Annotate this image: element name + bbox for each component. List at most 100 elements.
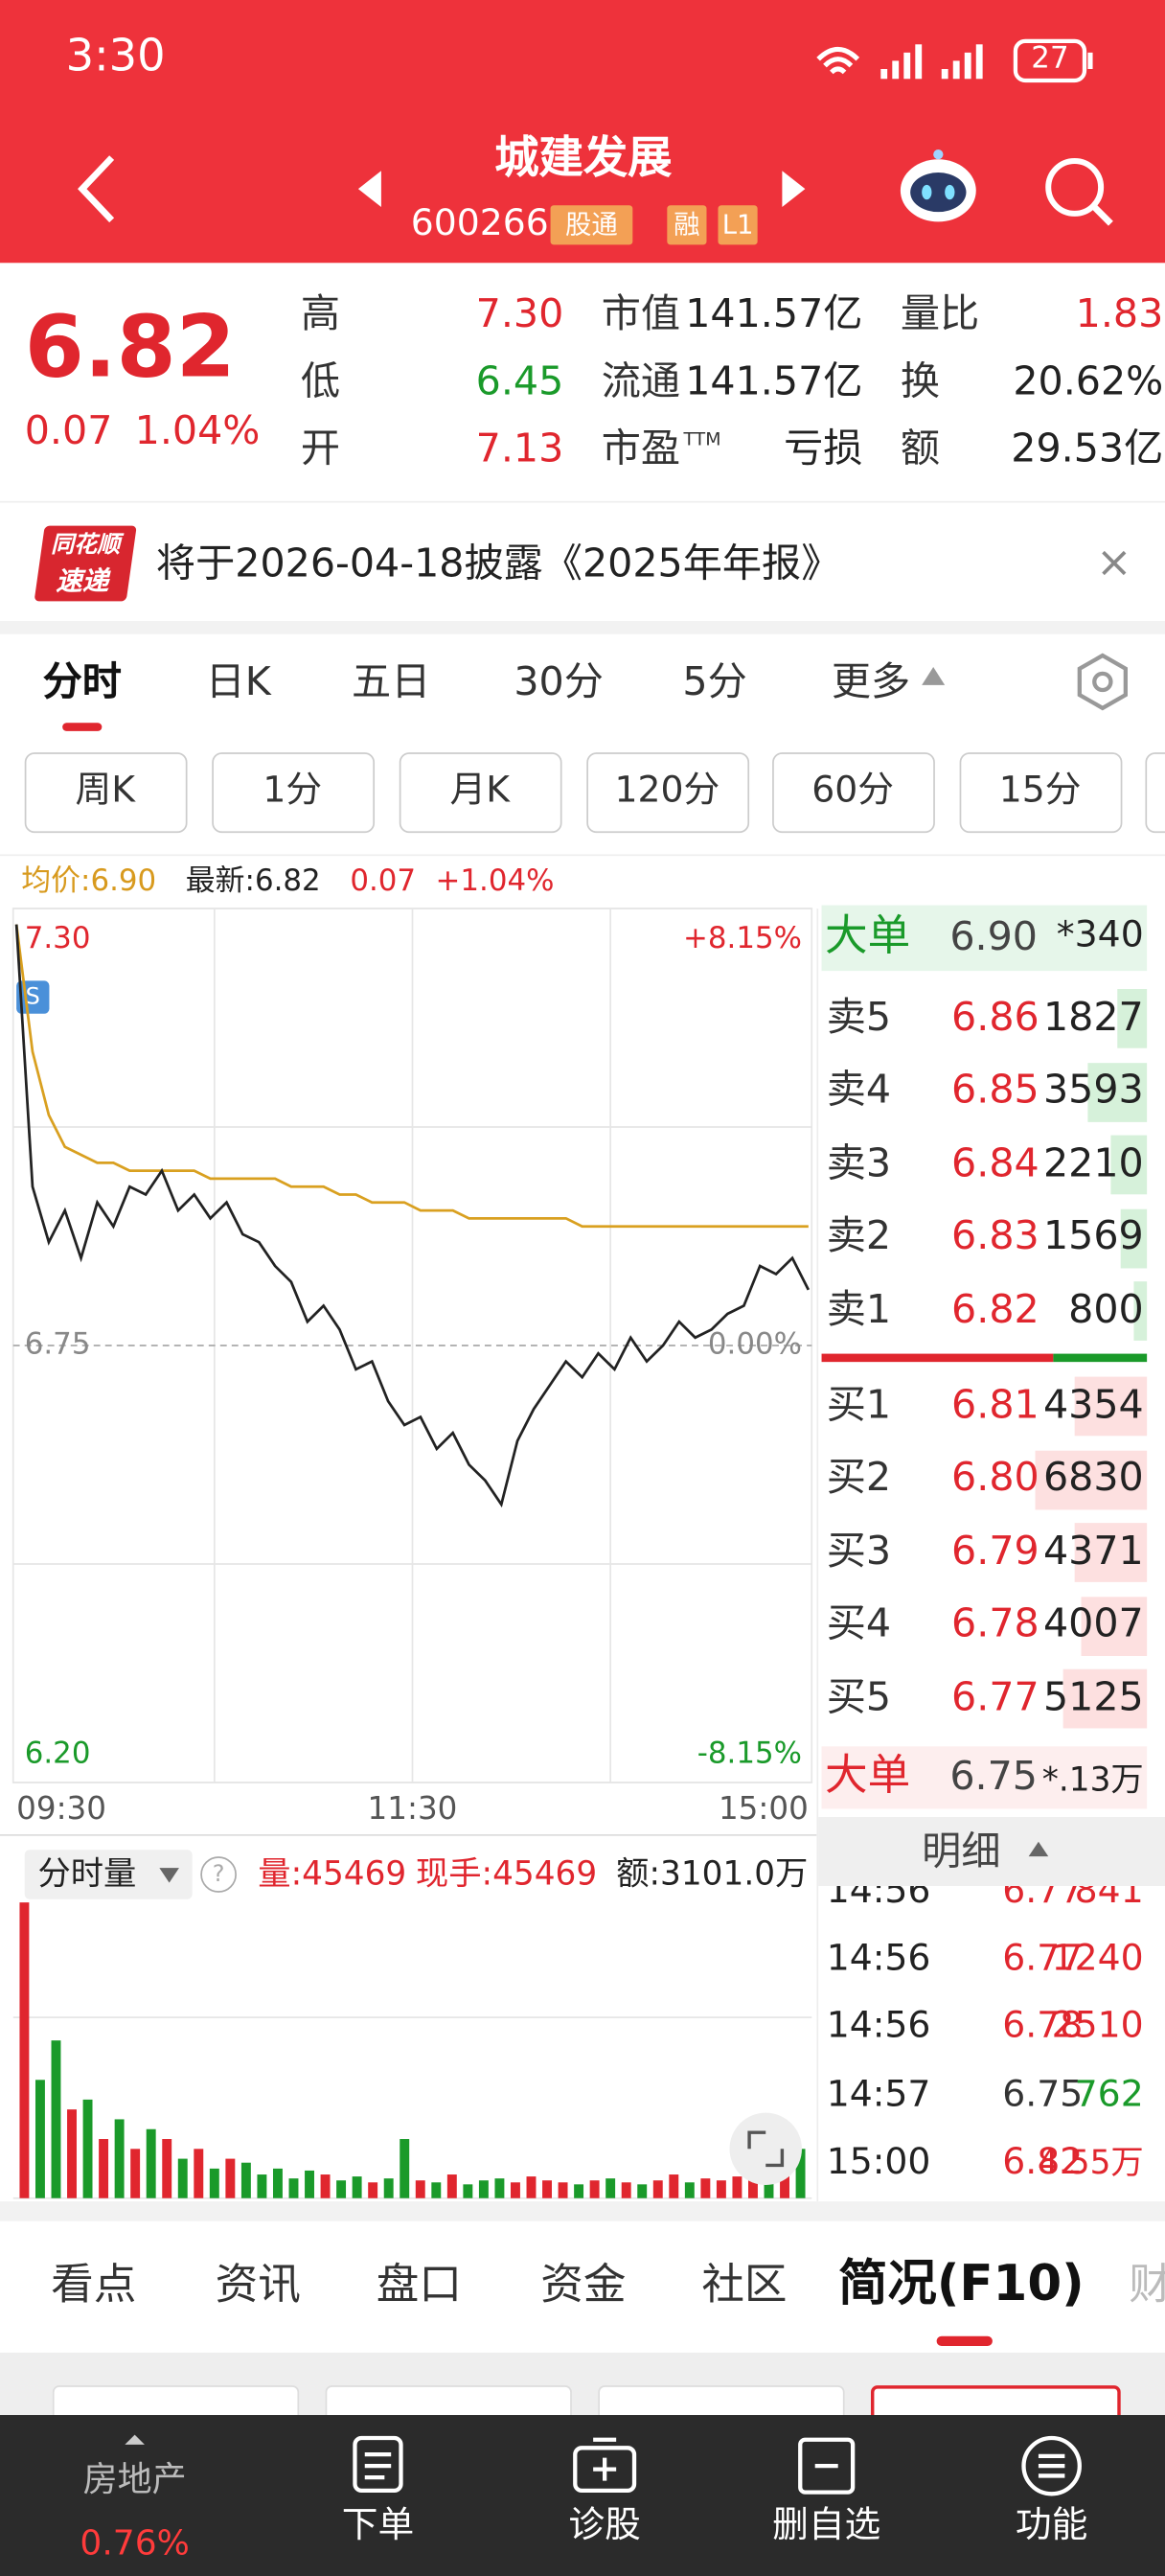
volume-bar	[478, 2180, 489, 2198]
tab-underline	[936, 2335, 993, 2347]
volume-bar	[130, 2149, 141, 2198]
bottom-tab[interactable]: 看点	[51, 2260, 137, 2310]
tag-bg	[718, 205, 758, 245]
book-volume: 6830	[1042, 1454, 1144, 1501]
tab[interactable]: 30分	[514, 658, 604, 705]
sub-tab[interactable]	[772, 752, 935, 834]
y-tick-label: 7.30	[25, 921, 91, 955]
big-price: 6.75	[949, 1752, 1038, 1799]
battery-level: 27	[1031, 41, 1069, 77]
nav-item[interactable]: 功能	[1015, 2505, 1088, 2546]
stat-label: 换	[900, 357, 941, 404]
book-volume: 4371	[1042, 1527, 1144, 1574]
help-icon: ?	[200, 1856, 237, 1893]
detail-bg[interactable]	[818, 1817, 1165, 1887]
book-label: 卖1	[826, 1285, 892, 1332]
settings-button[interactable]	[1071, 651, 1133, 717]
volume-bar	[637, 2184, 648, 2198]
stat-label: 量比	[900, 290, 980, 337]
book-label: 卖3	[826, 1139, 892, 1186]
bottom-tab[interactable]: 资金	[540, 2260, 627, 2310]
bottom-tab[interactable]: 财	[1129, 2264, 1165, 2307]
volume-bar	[542, 2180, 552, 2198]
bottom-tab[interactable]: 简况(F10)	[837, 2254, 1085, 2312]
tag-bg	[550, 205, 633, 245]
nav-item[interactable]: 删自选	[772, 2505, 881, 2546]
logo-text: 速递	[56, 565, 109, 597]
sub-tab-label: 1分	[263, 770, 323, 812]
book-volume: 4354	[1042, 1381, 1144, 1428]
bid-ratio	[821, 1353, 1054, 1363]
sub-tab[interactable]	[959, 752, 1123, 834]
vol-amount: 额:3101.0万	[616, 1852, 809, 1893]
volume-bar	[605, 2178, 616, 2198]
volume-bar	[621, 2182, 631, 2198]
sub-tab[interactable]	[586, 752, 750, 834]
volume-bar	[652, 2180, 663, 2198]
depth-bar	[1034, 1449, 1148, 1509]
volume-bar	[194, 2149, 204, 2198]
book-price: 6.77	[951, 1673, 1039, 1720]
stock-name: 城建发展	[494, 133, 673, 185]
book-label: 买3	[826, 1527, 892, 1574]
stat-value: 亏损	[784, 425, 863, 472]
tab-underline	[62, 723, 103, 731]
volume-bar	[99, 2139, 109, 2198]
expand-icon	[747, 2130, 785, 2168]
book-label: 卖2	[826, 1212, 892, 1259]
book-price: 6.85	[951, 1067, 1039, 1114]
tab[interactable]: 日K	[205, 658, 271, 705]
y-tick-label: 6.20	[25, 1736, 91, 1770]
depth-bar	[1116, 989, 1148, 1048]
vol-hand: 现手:45469	[415, 1852, 598, 1893]
book-label: 买2	[826, 1454, 892, 1501]
stat-label: 额	[900, 425, 941, 472]
trade-volume: 762	[1074, 2074, 1144, 2116]
sub-tab[interactable]	[399, 752, 562, 834]
sector-name[interactable]: 房地产	[82, 2460, 187, 2500]
stat-value: 141.57亿	[685, 357, 863, 404]
search-button[interactable]	[1039, 151, 1121, 234]
pct-label: 0.00%	[708, 1327, 802, 1362]
tab[interactable]: 分时	[42, 658, 122, 705]
tag: L1	[721, 209, 754, 241]
depth-bar	[1062, 1668, 1148, 1729]
volume-bar	[240, 2162, 251, 2198]
latest-price: 最新:6.82	[185, 863, 321, 899]
sub-tab[interactable]	[1145, 752, 1165, 834]
tab[interactable]: 更多	[831, 658, 911, 705]
sub-tab[interactable]	[212, 752, 376, 834]
trade-price: 6.78	[1002, 2006, 1084, 2048]
bottom-tab[interactable]: 资讯	[215, 2260, 301, 2310]
trade-price: 6.77	[1002, 1939, 1084, 1980]
volume-bar	[446, 2174, 457, 2198]
big-vol: *.13万	[1041, 1760, 1144, 1800]
tag-bg	[667, 205, 707, 245]
bottom-nav	[0, 2415, 1165, 2576]
robot-icon[interactable]	[896, 145, 981, 230]
back-button[interactable]	[66, 148, 132, 230]
bottom-tab[interactable]: 盘口	[376, 2260, 462, 2310]
book-volume: 1827	[1042, 993, 1144, 1040]
bottom-tab[interactable]: 社区	[701, 2260, 788, 2310]
book-price: 6.80	[951, 1454, 1039, 1501]
tab[interactable]: 5分	[682, 658, 747, 705]
nav-item[interactable]: 诊股	[568, 2505, 641, 2546]
nav-item[interactable]: 下单	[341, 2505, 415, 2546]
book-divider	[816, 908, 819, 2202]
stock-code: 600266	[410, 203, 549, 245]
book-volume: 2210	[1042, 1139, 1144, 1186]
wifi-icon	[816, 46, 860, 75]
book-volume: 3593	[1042, 1067, 1144, 1114]
book-price: 6.78	[951, 1600, 1039, 1647]
depth-bar	[1075, 1376, 1148, 1437]
divider	[0, 500, 1165, 503]
close-button[interactable]: ×	[1096, 538, 1132, 588]
volume-bar	[494, 2178, 505, 2198]
tab[interactable]: 五日	[352, 658, 431, 705]
sub-tab[interactable]	[24, 752, 188, 834]
book-price: 6.86	[951, 993, 1039, 1040]
avg-price: 均价:6.90	[21, 863, 157, 899]
